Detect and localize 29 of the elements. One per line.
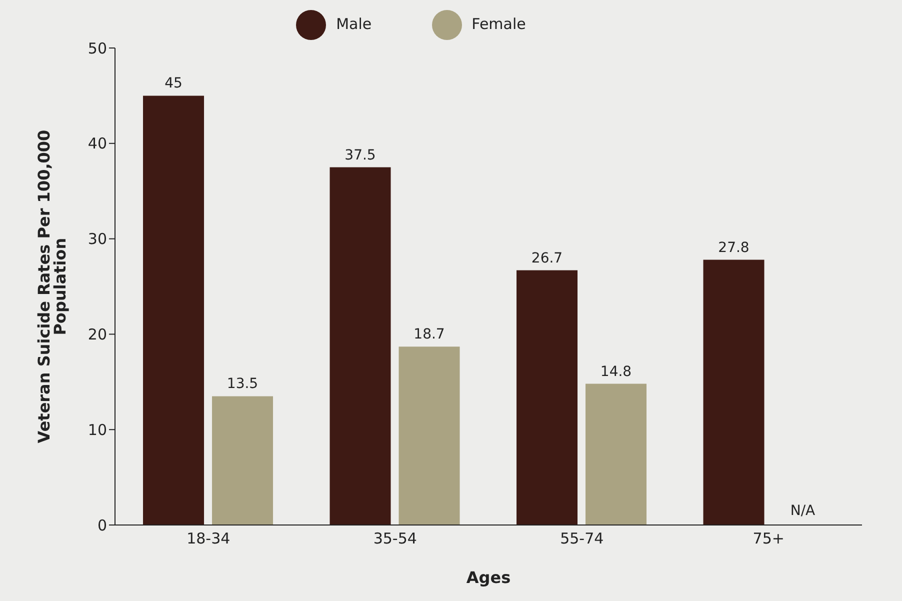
y-tick-label: 30 [88, 230, 107, 248]
y-tick-label: 20 [88, 326, 107, 344]
legend-label: Male [336, 15, 372, 34]
y-tick-label: 0 [97, 516, 107, 534]
bar [586, 384, 647, 525]
bar [516, 270, 578, 525]
bar [212, 396, 274, 525]
legend-label: Female [472, 15, 526, 34]
x-tick-label: 75+ [752, 530, 784, 548]
bar [398, 346, 460, 525]
data-label: 45 [164, 76, 182, 92]
y-axis-title: Veteran Suicide Rates Per 100,000 Population [34, 130, 70, 444]
y-tick-label: 50 [88, 39, 107, 58]
x-tick-label: 35-54 [373, 530, 417, 548]
data-label: 27.8 [718, 240, 750, 256]
data-label: 13.5 [226, 376, 258, 392]
x-axis-title: Ages [466, 568, 511, 587]
data-label: 14.8 [600, 364, 632, 380]
data-label: 37.5 [344, 147, 376, 164]
bar [330, 167, 391, 525]
bar [703, 260, 764, 525]
data-label: 26.7 [531, 250, 563, 266]
bar [143, 96, 204, 525]
data-label: 18.7 [414, 326, 445, 343]
y-tick-label: 40 [88, 134, 107, 153]
x-tick-label: 18-34 [186, 530, 230, 548]
text: N/A [790, 503, 816, 519]
x-tick-label: 55-74 [560, 530, 604, 548]
y-tick-label: 10 [88, 420, 107, 439]
